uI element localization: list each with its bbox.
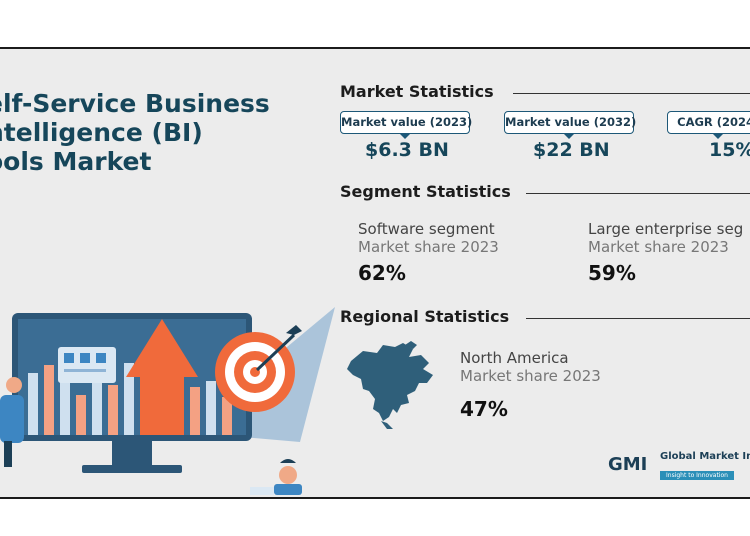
growth-arrow-icon — [126, 319, 198, 435]
market-statistics-divider — [513, 93, 750, 94]
software-segment-value: 62% — [358, 261, 406, 285]
logo-tagline: Insight to Innovation — [660, 471, 734, 480]
monitor-stand — [112, 441, 152, 465]
logo-mark: GMI — [608, 454, 647, 475]
north-america-map-icon — [347, 341, 433, 429]
infographic-title: elf-Service Business ntelligence (BI) oo… — [0, 89, 270, 176]
market-statistics-heading: Market Statistics — [340, 82, 494, 101]
infographic-card: elf-Service Business ntelligence (BI) oo… — [0, 47, 750, 499]
market-value-2032-pill: Market value (2032) — [504, 111, 636, 139]
dashboard-illustration — [0, 307, 335, 495]
market-value-2023-pill: Market value (2023) — [340, 111, 472, 139]
regional-statistics-heading: Regional Statistics — [340, 307, 510, 326]
title-line-1: elf-Service Business — [0, 89, 270, 118]
person-standing-figure — [0, 377, 24, 467]
mini-chart-panel — [58, 347, 116, 383]
large-enterprise-segment-value: 59% — [588, 261, 636, 285]
title-line-3: ools Market — [0, 147, 152, 176]
logo-name: Global Market Insig — [660, 451, 750, 462]
person-with-laptop-figure — [250, 459, 302, 495]
segment-statistics-divider — [526, 193, 750, 194]
segment-statistics-heading: Segment Statistics — [340, 182, 511, 201]
market-value-2023: $6.3 BN — [365, 139, 449, 161]
software-segment-name: Software segment — [358, 220, 495, 238]
region-sub: Market share 2023 — [460, 367, 601, 385]
region-value: 47% — [460, 397, 508, 421]
bar-chart-graphic — [28, 359, 232, 435]
cagr-value: 15% — [709, 139, 750, 161]
monitor-base — [82, 465, 182, 473]
regional-statistics-divider — [526, 318, 750, 319]
cagr-pill: CAGR (2024- — [667, 111, 750, 139]
large-enterprise-segment-name: Large enterprise seg — [588, 220, 744, 238]
gmi-logo-icon: GMI — [608, 454, 647, 475]
title-line-2: ntelligence (BI) — [0, 118, 203, 147]
region-name: North America — [460, 349, 569, 367]
market-value-2032: $22 BN — [533, 139, 610, 161]
target-icon — [215, 325, 302, 412]
large-enterprise-segment-sub: Market share 2023 — [588, 238, 729, 256]
software-segment-sub: Market share 2023 — [358, 238, 499, 256]
logo-text: Global Market Insig Insight to Innovatio… — [660, 451, 750, 481]
